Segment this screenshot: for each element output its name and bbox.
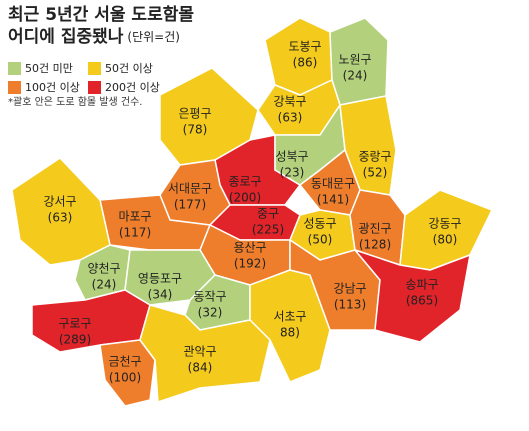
district-value: (117) — [119, 226, 151, 240]
district-value: (128) — [359, 238, 391, 252]
district-name: 구로구 — [58, 317, 91, 331]
legend-label: 50건 이상 — [105, 62, 153, 75]
district-name: 은평구 — [178, 107, 211, 121]
district-region — [139, 304, 271, 403]
district-name: 동대문구 — [311, 177, 355, 191]
district-name: 강북구 — [273, 95, 306, 109]
legend-swatch — [88, 81, 101, 94]
district-value: (23) — [280, 166, 305, 180]
legend-swatch — [88, 62, 101, 75]
legend-swatch — [8, 62, 21, 75]
legend-swatch — [8, 81, 21, 94]
district-name: 관악구 — [183, 345, 216, 359]
regions — [11, 17, 493, 407]
district-name: 도봉구 — [288, 40, 321, 54]
district-region — [354, 249, 471, 343]
district-value: (200) — [229, 191, 261, 205]
district-name: 강동구 — [428, 217, 461, 231]
legend: 50건 미만 50건 이상 100건 이상 200건 이상 — [8, 62, 160, 94]
district-name: 영등포구 — [138, 272, 182, 286]
legend-label: 200건 이상 — [105, 81, 160, 94]
title-line-1: 최근 5년간 서울 도로함몰 — [8, 4, 194, 25]
district-name: 동작구 — [193, 290, 226, 304]
district-value: (63) — [278, 111, 303, 125]
district-name: 광진구 — [358, 222, 391, 236]
district-value: (34) — [148, 288, 173, 302]
district-value: (24) — [343, 69, 368, 83]
district-name: 송파구 — [405, 278, 438, 292]
district-value: (177) — [174, 198, 206, 212]
district-value: (63) — [48, 211, 73, 225]
district-name: 강남구 — [333, 282, 366, 296]
title-text: 어디에 집중됐나 — [8, 27, 124, 47]
district-name: 노원구 — [338, 53, 371, 67]
district-value: (865) — [406, 294, 438, 308]
note: *괄호 안은 도로 함몰 발생 건수. — [8, 96, 142, 108]
district-value: (84) — [188, 361, 213, 375]
district-name: 양천구 — [87, 261, 120, 276]
unit: (단위=건) — [127, 30, 180, 44]
district-value: (50) — [308, 233, 333, 247]
district-value: (86) — [293, 56, 318, 70]
district-name: 용산구 — [233, 241, 266, 255]
district-value: (141) — [317, 193, 349, 207]
district-value: (100) — [109, 371, 141, 385]
legend-label: 50건 미만 — [25, 62, 73, 75]
district-name: 마포구 — [118, 210, 151, 224]
district-value: (289) — [59, 333, 91, 347]
district-name: 성북구 — [275, 150, 308, 164]
district-name: 성동구 — [303, 217, 336, 231]
district-value: (32) — [198, 306, 223, 320]
labels: 도봉구 (86) 노원구 (24) 강북구 (63) 은평구 (78) 종로구 (200) 성북구 (… — [43, 40, 461, 385]
district-name: 서초구 — [273, 310, 306, 324]
district-value: (80) — [433, 233, 458, 247]
district-name: 중랑구 — [358, 150, 391, 164]
district-name: 강서구 — [43, 195, 76, 209]
legend-label: 100건 이상 — [25, 81, 80, 94]
district-value: (225) — [252, 223, 284, 237]
district-value: (192) — [234, 257, 266, 271]
district-value: (78) — [183, 123, 208, 137]
district-name: 종로구 — [228, 175, 261, 189]
district-name: 서대문구 — [168, 182, 212, 196]
district-name: 금천구 — [108, 354, 141, 369]
district-value: (52) — [363, 166, 388, 180]
title-line-2: 어디에 집중됐나 (단위=건) — [8, 27, 180, 47]
district-value: 88) — [280, 326, 300, 340]
district-value: (113) — [334, 298, 366, 312]
district-name: 중구 — [257, 207, 279, 221]
district-value: (24) — [92, 278, 117, 292]
